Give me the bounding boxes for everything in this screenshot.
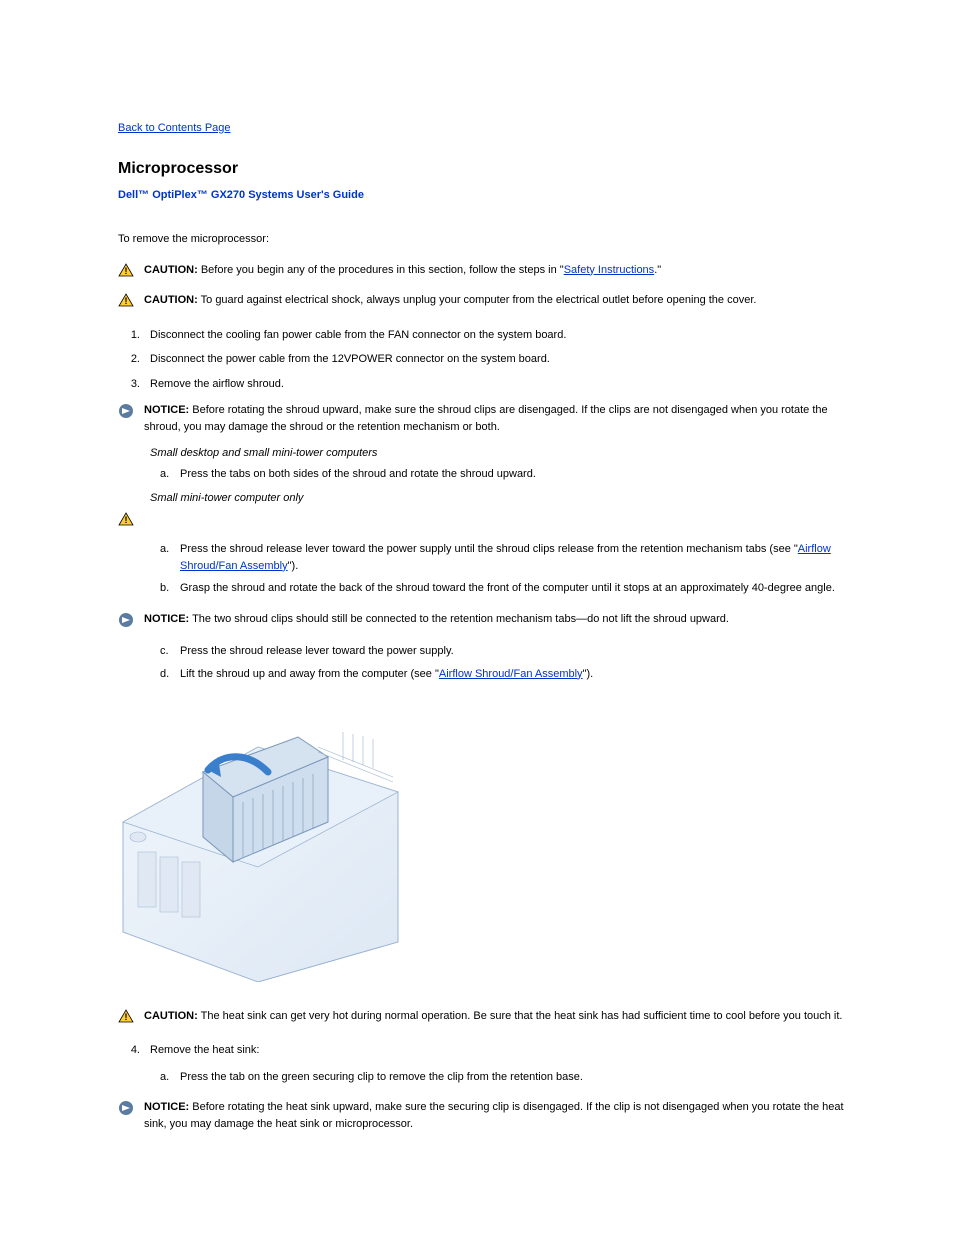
notice-3-text: NOTICE: Before rotating the heat sink up… (144, 1099, 844, 1132)
substep-smt-a: a. Press the shroud release lever toward… (160, 541, 844, 574)
substep-block-smt-cd: c. Press the shroud release lever toward… (150, 643, 844, 682)
step-list: 1. Disconnect the cooling fan power cabl… (118, 327, 844, 393)
notice-icon (118, 1100, 138, 1122)
section-heading: Microprocessor (118, 157, 844, 181)
intro-text: To remove the microprocessor: (118, 231, 844, 248)
substep-smt-b: b. Grasp the shroud and rotate the back … (160, 580, 844, 597)
step-4: 4. Remove the heat sink: (118, 1042, 844, 1059)
svg-text:!: ! (125, 515, 128, 525)
substep-text: Press the tab on the green securing clip… (180, 1069, 844, 1086)
step-2: 2. Disconnect the power cable from the 1… (118, 351, 844, 368)
substep-small-a: a. Press the tabs on both sides of the s… (160, 466, 844, 483)
substep-text: Press the shroud release lever toward th… (180, 643, 844, 660)
step-number: 2. (118, 351, 140, 368)
notice-1-label: NOTICE: (144, 404, 189, 416)
substep-text: Press the tabs on both sides of the shro… (180, 466, 844, 483)
caution-icon: ! (118, 293, 138, 313)
notice-3: NOTICE: Before rotating the heat sink up… (118, 1099, 844, 1132)
substep-letter: b. (160, 580, 180, 597)
substep-letter: a. (160, 1069, 180, 1086)
sub-small-heading: Small desktop and small mini-tower compu… (150, 445, 844, 462)
notice-1-body: Before rotating the shroud upward, make … (144, 404, 828, 433)
smt-d-after: "). (583, 668, 594, 680)
back-to-contents-link[interactable]: Back to Contents Page (118, 120, 844, 137)
step-text: Remove the heat sink: (150, 1042, 844, 1059)
caution-1-after: ." (654, 264, 661, 276)
step-list-4: 4. Remove the heat sink: (118, 1042, 844, 1059)
caution-2-body: To guard against electrical shock, alway… (198, 294, 757, 306)
notice-2-text: NOTICE: The two shroud clips should stil… (144, 611, 844, 628)
caution-2: ! CAUTION: To guard against electrical s… (118, 292, 844, 313)
step-number: 4. (118, 1042, 140, 1059)
step-number: 1. (118, 327, 140, 344)
caution-icon: ! (118, 263, 138, 283)
svg-text:!: ! (125, 296, 128, 306)
safety-instructions-link[interactable]: Safety Instructions (564, 264, 655, 276)
substep-text: Press the shroud release lever toward th… (180, 541, 844, 574)
sub-smt-heading: Small mini-tower computer only (150, 490, 844, 507)
step-text: Remove the airflow shroud. (150, 376, 844, 393)
caution-1-before: Before you begin any of the procedures i… (198, 264, 564, 276)
substep-smt-c: c. Press the shroud release lever toward… (160, 643, 844, 660)
substep-smt-d: d. Lift the shroud up and away from the … (160, 666, 844, 683)
caution-2-text: CAUTION: To guard against electrical sho… (144, 292, 844, 309)
caution-1-text: CAUTION: Before you begin any of the pro… (144, 262, 844, 279)
step-text: Disconnect the cooling fan power cable f… (150, 327, 844, 344)
notice-3-body: Before rotating the heat sink upward, ma… (144, 1101, 844, 1130)
airflow-shroud-illustration (118, 702, 403, 982)
step-text: Disconnect the power cable from the 12VP… (150, 351, 844, 368)
notice-icon (118, 403, 138, 425)
notice-2-label: NOTICE: (144, 613, 189, 625)
figure-airflow-shroud (118, 702, 844, 988)
caution-1: ! CAUTION: Before you begin any of the p… (118, 262, 844, 283)
substep-text: Lift the shroud up and away from the com… (180, 666, 844, 683)
smt-d-before: Lift the shroud up and away from the com… (180, 668, 439, 680)
caution-3-wrap: ! (118, 511, 844, 532)
caution-icon: ! (118, 512, 138, 532)
notice-icon (118, 612, 138, 634)
substep-letter: a. (160, 541, 180, 574)
smt-a-after: "). (288, 560, 299, 572)
notice-3-label: NOTICE: (144, 1101, 189, 1113)
step-3: 3. Remove the airflow shroud. (118, 376, 844, 393)
notice-2: NOTICE: The two shroud clips should stil… (118, 611, 844, 634)
substep-4-a: a. Press the tab on the green securing c… (160, 1069, 844, 1086)
notice-1-text: NOTICE: Before rotating the shroud upwar… (144, 402, 844, 435)
substep-letter: c. (160, 643, 180, 660)
svg-text:!: ! (125, 1012, 128, 1022)
substep-block-small: Small desktop and small mini-tower compu… (150, 445, 844, 597)
step-1: 1. Disconnect the cooling fan power cabl… (118, 327, 844, 344)
caution-2-label: CAUTION: (144, 294, 198, 306)
substep-letter: d. (160, 666, 180, 683)
step-number: 3. (118, 376, 140, 393)
notice-2-body: The two shroud clips should still be con… (189, 613, 729, 625)
caution-1-label: CAUTION: (144, 264, 198, 276)
caution-3: ! CAUTION: The heat sink can get very ho… (118, 1008, 844, 1029)
caution-3-body: The heat sink can get very hot during no… (198, 1010, 843, 1022)
caution-3-text: CAUTION: The heat sink can get very hot … (144, 1008, 844, 1025)
substep-letter: a. (160, 466, 180, 483)
substep-text: Grasp the shroud and rotate the back of … (180, 580, 844, 597)
substep-block-4: a. Press the tab on the green securing c… (150, 1069, 844, 1086)
smt-a-before: Press the shroud release lever toward th… (180, 543, 798, 555)
caution-icon: ! (118, 1009, 138, 1029)
caution-3-label: CAUTION: (144, 1010, 198, 1022)
guide-title: Dell™ OptiPlex™ GX270 Systems User's Gui… (118, 187, 844, 204)
notice-1: NOTICE: Before rotating the shroud upwar… (118, 402, 844, 435)
airflow-shroud-link-2[interactable]: Airflow Shroud/Fan Assembly (439, 668, 583, 680)
svg-text:!: ! (125, 266, 128, 276)
